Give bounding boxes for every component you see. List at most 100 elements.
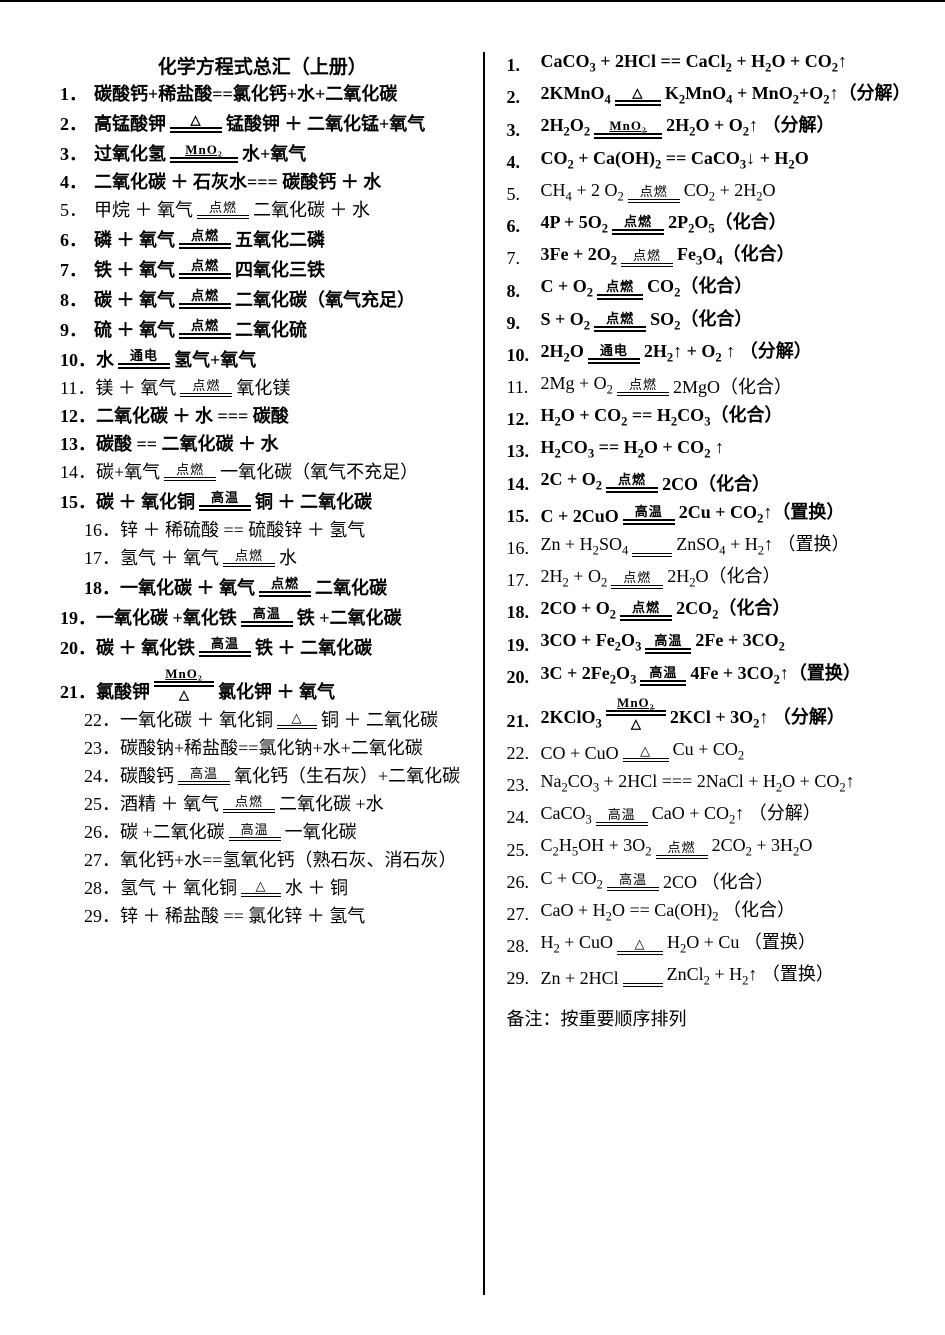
equation-text: 4Fe + 3CO2↑（置换）: [690, 664, 861, 686]
equation-row: 23．碳酸钠+稀盐酸==氯化钠+水+二氧化碳: [60, 739, 465, 757]
equation-row: 18.2CO + O2 点燃 2CO2（化合）: [507, 599, 906, 621]
reaction-condition: 高温: [607, 873, 659, 891]
equation-number: 8．: [60, 291, 94, 309]
reaction-condition: 高温: [241, 607, 293, 627]
right-column: 1.CaCO3 + 2HCl == CaCl2 + H2O + CO2↑ 2.2K…: [483, 52, 906, 1295]
equation-text: CaCO3: [541, 804, 592, 826]
equation-row: 17.2H2 + O2 点燃 2H2O（化合）: [507, 567, 906, 589]
right-equation-list: 1.CaCO3 + 2HCl == CaCl2 + H2O + CO2↑ 2.2K…: [507, 52, 906, 987]
equation-number: 28．: [84, 879, 120, 897]
equation-text: 铁 ＋ 氧气: [94, 261, 175, 279]
equation-text: 五氧化二磷: [235, 231, 325, 249]
equation-text: C + 2CuO: [541, 507, 619, 525]
equation-number: 5．: [60, 201, 94, 219]
equation-number: 17．: [84, 549, 120, 567]
equation-row: 26.C + CO2 高温 2CO （化合）: [507, 869, 906, 891]
equation-text: 二氧化硫: [235, 321, 307, 339]
reaction-condition: 高温: [596, 808, 648, 826]
equation-number: 9.: [507, 314, 541, 332]
equation-text: CH4 + 2 O2: [541, 181, 624, 203]
equation-text: 水 ＋ 铜: [285, 879, 348, 897]
equation-text: 2H2 + O2: [541, 567, 608, 589]
reaction-condition: MnO₂△: [606, 696, 666, 730]
equation-text: 2C + O2: [541, 470, 603, 492]
equation-number: 26．: [84, 823, 120, 841]
equation-row: 9．硫 ＋ 氧气 点燃 二氧化硫: [60, 319, 465, 339]
equation-number: 18.: [507, 603, 541, 621]
equation-row: 19.3CO + Fe2O3 高温 2Fe + 3CO2: [507, 631, 906, 653]
equation-text: 2Mg + O2: [541, 374, 613, 396]
reaction-condition: 点燃: [197, 201, 249, 219]
equation-text: CaO + H2O == Ca(OH)2 （化合）: [541, 901, 796, 923]
equation-text: CO + CuO: [541, 744, 619, 762]
equation-number: 28.: [507, 937, 541, 955]
equation-number: 20.: [507, 668, 541, 686]
equation-text: 铜 ＋ 二氧化碳: [321, 711, 438, 729]
equation-row: 16．锌 ＋ 稀硫酸 == 硫酸锌 ＋ 氢气: [60, 521, 465, 539]
equation-text: 2Fe + 3CO2: [695, 631, 785, 653]
equation-row: 7．铁 ＋ 氧气 点燃 四氧化三铁: [60, 259, 465, 279]
equation-text: 碳 ＋ 氧化铁: [96, 639, 195, 657]
equation-text: 氢气 ＋ 氧气: [120, 549, 219, 567]
equation-row: 20.3C + 2Fe2O3 高温 4Fe + 3CO2↑（置换）: [507, 664, 906, 686]
reaction-condition: MnO₂△: [154, 667, 214, 701]
equation-text: 锌 ＋ 稀盐酸 == 氯化锌 ＋ 氢气: [120, 907, 365, 925]
equation-text: 二氧化碳（氧气充足）: [235, 291, 415, 309]
equation-text: 碳 +二氧化碳: [120, 823, 225, 841]
equation-text: 铁 ＋ 二氧化碳: [255, 639, 372, 657]
equation-text: 氯酸钾: [96, 683, 150, 701]
equation-number: 10.: [507, 346, 541, 364]
equation-number: 6．: [60, 231, 94, 249]
reaction-condition: 高温: [645, 634, 691, 654]
equation-row: 3.2H2O2MnO₂2H2O + O2↑ （分解）: [507, 116, 906, 138]
equation-number: 22．: [84, 711, 120, 729]
reaction-condition: 点燃: [179, 319, 231, 339]
equation-number: 26.: [507, 873, 541, 891]
reaction-condition: 点燃: [612, 215, 664, 235]
reaction-condition: [623, 983, 663, 987]
equation-text: Zn + H2SO4: [541, 535, 629, 557]
equation-row: 25.C2H5OH + 3O2 点燃 2CO2 + 3H2O: [507, 836, 906, 858]
equation-text: 2CO2（化合）: [676, 599, 790, 621]
equation-text: S + O2: [541, 310, 591, 332]
equation-number: 25.: [507, 841, 541, 859]
reaction-condition: 高温: [640, 666, 686, 686]
equation-row: 5.CH4 + 2 O2 点燃 CO2 + 2H2O: [507, 181, 906, 203]
equation-row: 8.C + O2点燃 CO2（化合）: [507, 277, 906, 299]
equation-number: 19.: [507, 636, 541, 654]
equation-text: 铜 ＋ 二氧化碳: [255, 493, 372, 511]
reaction-condition: 点燃: [594, 312, 646, 332]
equation-number: 2.: [507, 88, 541, 106]
equation-number: 23．: [84, 739, 120, 757]
equation-text: CO2 + Ca(OH)2 == CaCO3↓ + H2O: [541, 149, 809, 171]
equation-text: 锌 ＋ 稀硫酸 == 硫酸锌 ＋ 氢气: [120, 521, 365, 539]
equation-row: 25．酒精 ＋ 氧气 点燃 二氧化碳 +水: [60, 795, 465, 813]
equation-row: 1.CaCO3 + 2HCl == CaCl2 + H2O + CO2↑: [507, 52, 906, 74]
equation-text: 水+氧气: [242, 145, 306, 163]
equation-text: 2KMnO4: [541, 84, 611, 106]
equation-row: 29．锌 ＋ 稀盐酸 == 氯化锌 ＋ 氢气: [60, 907, 465, 925]
equation-text: 一氧化碳 ＋ 氧气: [120, 579, 255, 597]
equation-row: 28．氢气 ＋ 氧化铜 △ 水 ＋ 铜: [60, 879, 465, 897]
equation-row: 10.2H2O 通电 2H2↑ + O2 ↑ （分解）: [507, 342, 906, 364]
reaction-condition: 点燃: [620, 601, 672, 621]
equation-text: 氢气+氧气: [174, 351, 256, 369]
reaction-condition: 高温: [623, 505, 675, 525]
equation-row: 13.H2CO3 == H2O + CO2 ↑: [507, 438, 906, 460]
equation-number: 27．: [84, 851, 120, 869]
equation-text: 碳酸钠+稀盐酸==氯化钠+水+二氧化碳: [120, 739, 423, 757]
reaction-condition: 点燃: [179, 259, 231, 279]
equation-number: 11．: [60, 379, 95, 397]
equation-row: 6.4P + 5O2 点燃 2P2O5（化合）: [507, 213, 906, 235]
equation-row: 15.C + 2CuO 高温 2Cu + CO2↑（置换）: [507, 503, 906, 525]
page: 化学方程式总汇（上册） 1．碳酸钙+稀盐酸==氯化钙+水+二氧化碳2．高锰酸钾 …: [0, 0, 945, 1335]
equation-number: 17.: [507, 571, 541, 589]
equation-text: C + O2: [541, 277, 594, 299]
equation-text: 四氧化三铁: [235, 261, 325, 279]
equation-row: 4．二氧化碳 ＋ 石灰水=== 碳酸钙 ＋ 水: [60, 173, 465, 191]
equation-text: C + CO2: [541, 869, 603, 891]
equation-text: 二氧化碳 ＋ 石灰水=== 碳酸钙 ＋ 水: [94, 173, 381, 191]
equation-text: 氢气 ＋ 氧化铜: [120, 879, 237, 897]
equation-text: Fe3O4（化合）: [677, 245, 795, 267]
reaction-condition: 点燃: [180, 379, 232, 397]
